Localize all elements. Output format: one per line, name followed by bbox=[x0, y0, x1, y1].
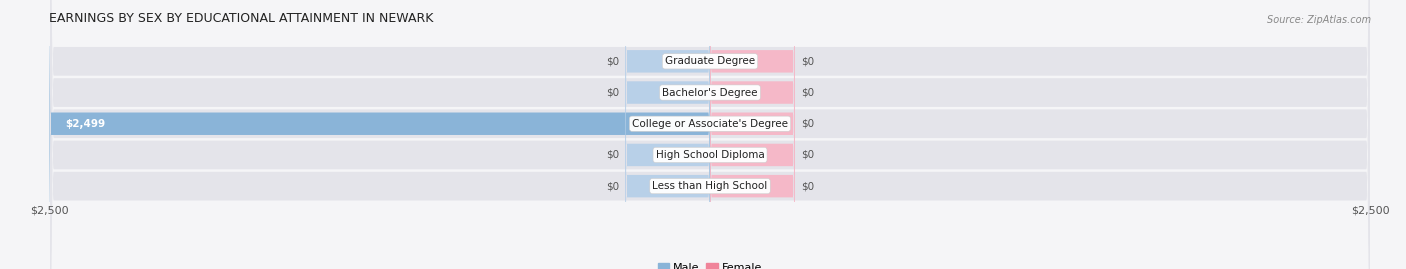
Text: $0: $0 bbox=[606, 87, 619, 98]
Text: Bachelor's Degree: Bachelor's Degree bbox=[662, 87, 758, 98]
Text: $0: $0 bbox=[801, 150, 814, 160]
Text: $0: $0 bbox=[606, 150, 619, 160]
Text: Source: ZipAtlas.com: Source: ZipAtlas.com bbox=[1267, 15, 1371, 26]
FancyBboxPatch shape bbox=[626, 0, 710, 269]
FancyBboxPatch shape bbox=[51, 0, 1369, 269]
Text: Less than High School: Less than High School bbox=[652, 181, 768, 191]
Text: High School Diploma: High School Diploma bbox=[655, 150, 765, 160]
Text: $0: $0 bbox=[606, 181, 619, 191]
Text: $0: $0 bbox=[801, 119, 814, 129]
Text: $2,499: $2,499 bbox=[65, 119, 105, 129]
Text: EARNINGS BY SEX BY EDUCATIONAL ATTAINMENT IN NEWARK: EARNINGS BY SEX BY EDUCATIONAL ATTAINMEN… bbox=[49, 12, 433, 26]
FancyBboxPatch shape bbox=[710, 0, 794, 237]
FancyBboxPatch shape bbox=[710, 0, 794, 269]
Legend: Male, Female: Male, Female bbox=[654, 258, 766, 269]
FancyBboxPatch shape bbox=[710, 10, 794, 269]
FancyBboxPatch shape bbox=[710, 0, 794, 269]
Text: College or Associate's Degree: College or Associate's Degree bbox=[633, 119, 787, 129]
FancyBboxPatch shape bbox=[51, 0, 1369, 269]
FancyBboxPatch shape bbox=[51, 0, 1369, 269]
Text: $0: $0 bbox=[801, 87, 814, 98]
FancyBboxPatch shape bbox=[710, 0, 794, 268]
FancyBboxPatch shape bbox=[626, 0, 710, 237]
Text: $0: $0 bbox=[606, 56, 619, 66]
FancyBboxPatch shape bbox=[49, 0, 710, 269]
Text: $0: $0 bbox=[801, 56, 814, 66]
Text: Graduate Degree: Graduate Degree bbox=[665, 56, 755, 66]
Text: $0: $0 bbox=[801, 181, 814, 191]
FancyBboxPatch shape bbox=[51, 0, 1369, 269]
FancyBboxPatch shape bbox=[626, 10, 710, 269]
FancyBboxPatch shape bbox=[626, 0, 710, 268]
FancyBboxPatch shape bbox=[51, 0, 1369, 269]
